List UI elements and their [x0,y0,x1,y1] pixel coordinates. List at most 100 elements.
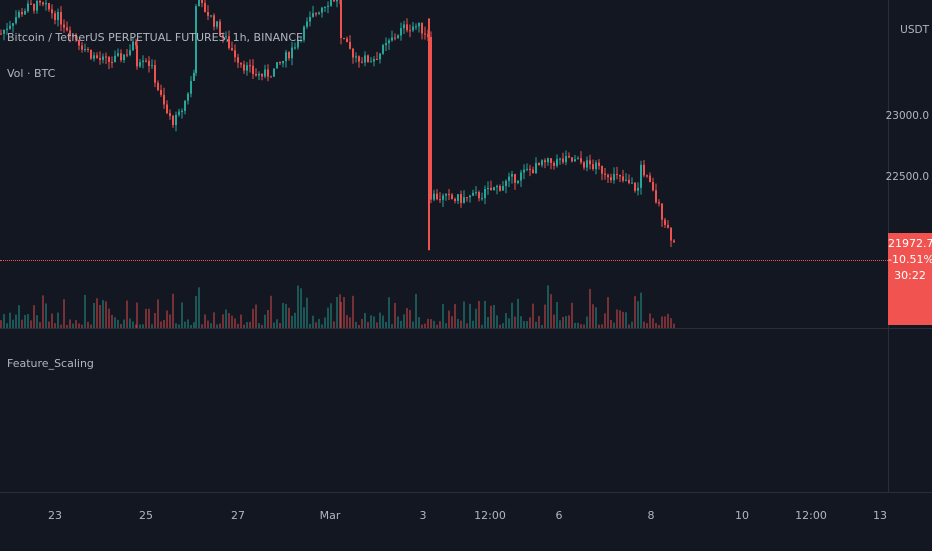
candle-body [634,183,636,191]
candle-body [400,28,402,35]
volume-bar [270,296,272,328]
candle-body [136,45,138,66]
volume-bar [297,286,299,328]
volume-bar [652,318,654,328]
volume-bar [352,296,354,328]
volume-bar [460,321,462,328]
volume-bar [505,313,507,328]
volume-bar [670,318,672,328]
volume-bar [361,319,363,328]
candle-body [526,169,528,170]
candle-body [126,54,128,55]
volume-bar [562,317,564,328]
candle-body [9,26,11,29]
price-tick: 22500.0 [886,171,929,183]
candle-body [63,25,65,28]
candle-body [640,165,642,188]
candle-body [3,30,5,34]
volume-bar [430,319,432,328]
volume-legend[interactable]: Vol · BTC [7,67,55,80]
volume-bar [114,317,116,328]
candle-body [309,17,311,22]
volume-bar [12,320,14,328]
volume-bar [592,304,594,328]
candle-body [90,50,92,59]
candle-body [478,192,480,198]
candle-body [454,199,456,201]
candle-body [213,15,215,26]
candle-body [448,194,450,195]
volume-bar [336,297,338,328]
volume-bar [610,320,612,328]
candle-body [424,34,426,35]
volume-bar [571,303,573,328]
time-tick: 27 [231,509,245,522]
candle-body [163,95,165,105]
volume-bar [333,321,335,328]
time-axis[interactable]: 23 25 27 Mar 3 12:00 6 8 10 12:00 13 [0,492,932,551]
candle-body [303,27,305,40]
candle-body [514,174,516,183]
candle-body [439,199,441,200]
volume-bar [33,305,35,328]
volume-bar [349,317,351,328]
volume-bar [45,303,47,328]
candle-body [160,90,162,95]
candle-body [571,157,573,161]
candle-body [355,56,357,57]
candle-body [529,169,531,170]
candle-body [264,69,266,76]
candle-body [349,42,351,49]
volume-bar [126,301,128,328]
volume-bar [397,316,399,328]
candle-body [306,22,308,27]
indicator-pane[interactable]: Feature_Scaling [0,329,888,492]
volume-bar [234,318,236,328]
symbol-legend[interactable]: Bitcoin / TetherUS PERPETUAL FUTURES, 1h… [7,31,303,44]
volume-bar [75,320,77,328]
volume-bar [327,308,329,328]
volume-bar [9,313,11,328]
candle-body [282,61,284,63]
volume-bar [388,297,390,328]
candlestick-series[interactable] [0,0,888,328]
volume-bar [57,313,59,328]
volume-bar [490,306,492,328]
volume-bar [300,288,302,328]
indicator-legend[interactable]: Feature_Scaling [7,357,94,370]
volume-bar [454,304,456,328]
candle-body [204,3,206,12]
candle-body [24,11,26,14]
price-pane[interactable] [0,0,888,328]
candle-body [415,26,417,27]
candle-body [373,59,375,61]
candle-body [613,174,615,180]
volume-bar [27,314,29,328]
candle-body [285,52,287,61]
candle-body [6,29,8,30]
candle-body [370,61,372,62]
candle-body [184,101,186,111]
volume-bar [661,316,663,328]
volume-bar [493,305,495,328]
candle-body [586,160,588,167]
candle-body [364,55,366,62]
candle-body [327,6,329,7]
volume-bar [99,305,101,328]
candle-body [652,182,654,190]
volume-bar [123,320,125,328]
candle-body [592,164,594,169]
candle-body [493,187,495,190]
candle-body [114,56,116,62]
volume-bar [415,294,417,328]
candle-body [240,63,242,65]
time-tick: 3 [420,509,427,522]
volume-bar [102,300,104,328]
volume-bar [439,321,441,328]
candle-body [565,156,567,162]
candle-body [442,195,444,199]
candle-body [333,0,335,1]
volume-bar [382,316,384,328]
volume-bar [207,321,209,328]
time-tick: 6 [556,509,563,522]
